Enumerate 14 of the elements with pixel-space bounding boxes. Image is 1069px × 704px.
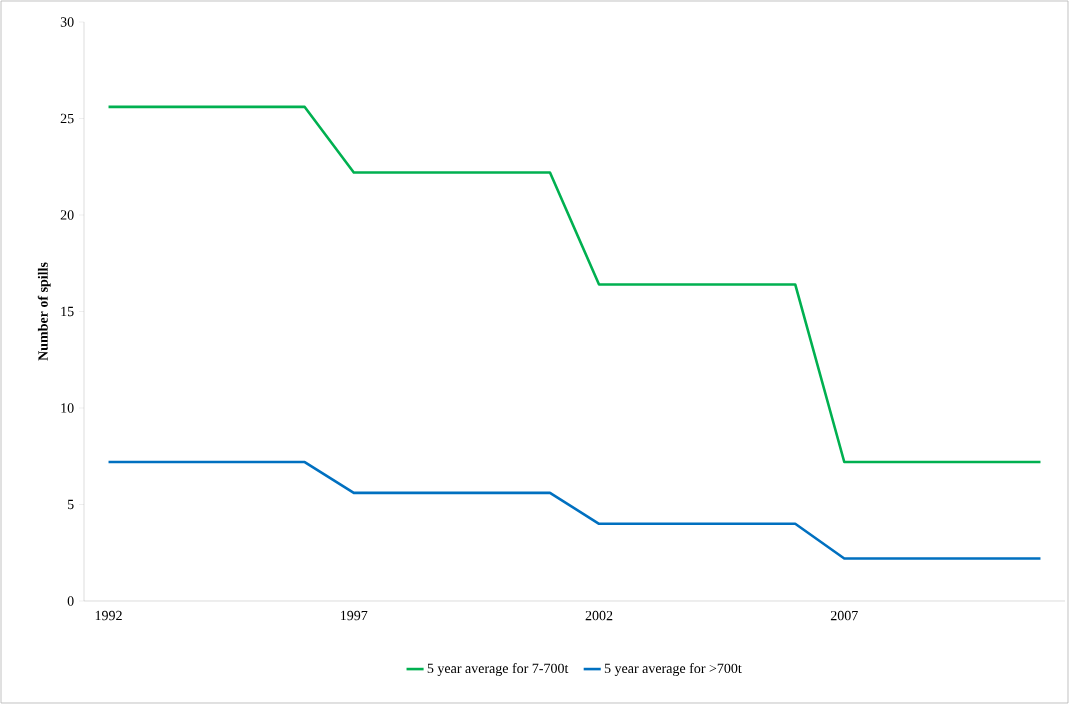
y-tick-label: 5: [67, 499, 74, 510]
y-tick-label: 20: [60, 210, 74, 220]
y-tick-label: 10: [61, 403, 74, 413]
legend-label: 5 year average for 7-700t: [427, 663, 569, 676]
legend-label: 5 year average for >700t: [604, 663, 742, 676]
y-axis-title: Number of spills: [37, 262, 51, 361]
x-tick-label: 2007: [830, 610, 858, 621]
x-tick-label: 2002: [585, 610, 613, 621]
y-tick-label: 25: [60, 113, 74, 124]
y-tick-label: 15: [61, 306, 74, 317]
y-tick-label: 30: [60, 17, 74, 27]
x-tick-label: 1992: [95, 610, 122, 621]
y-tick-label: 0: [67, 596, 74, 606]
x-tick-label: 1997: [341, 610, 368, 621]
